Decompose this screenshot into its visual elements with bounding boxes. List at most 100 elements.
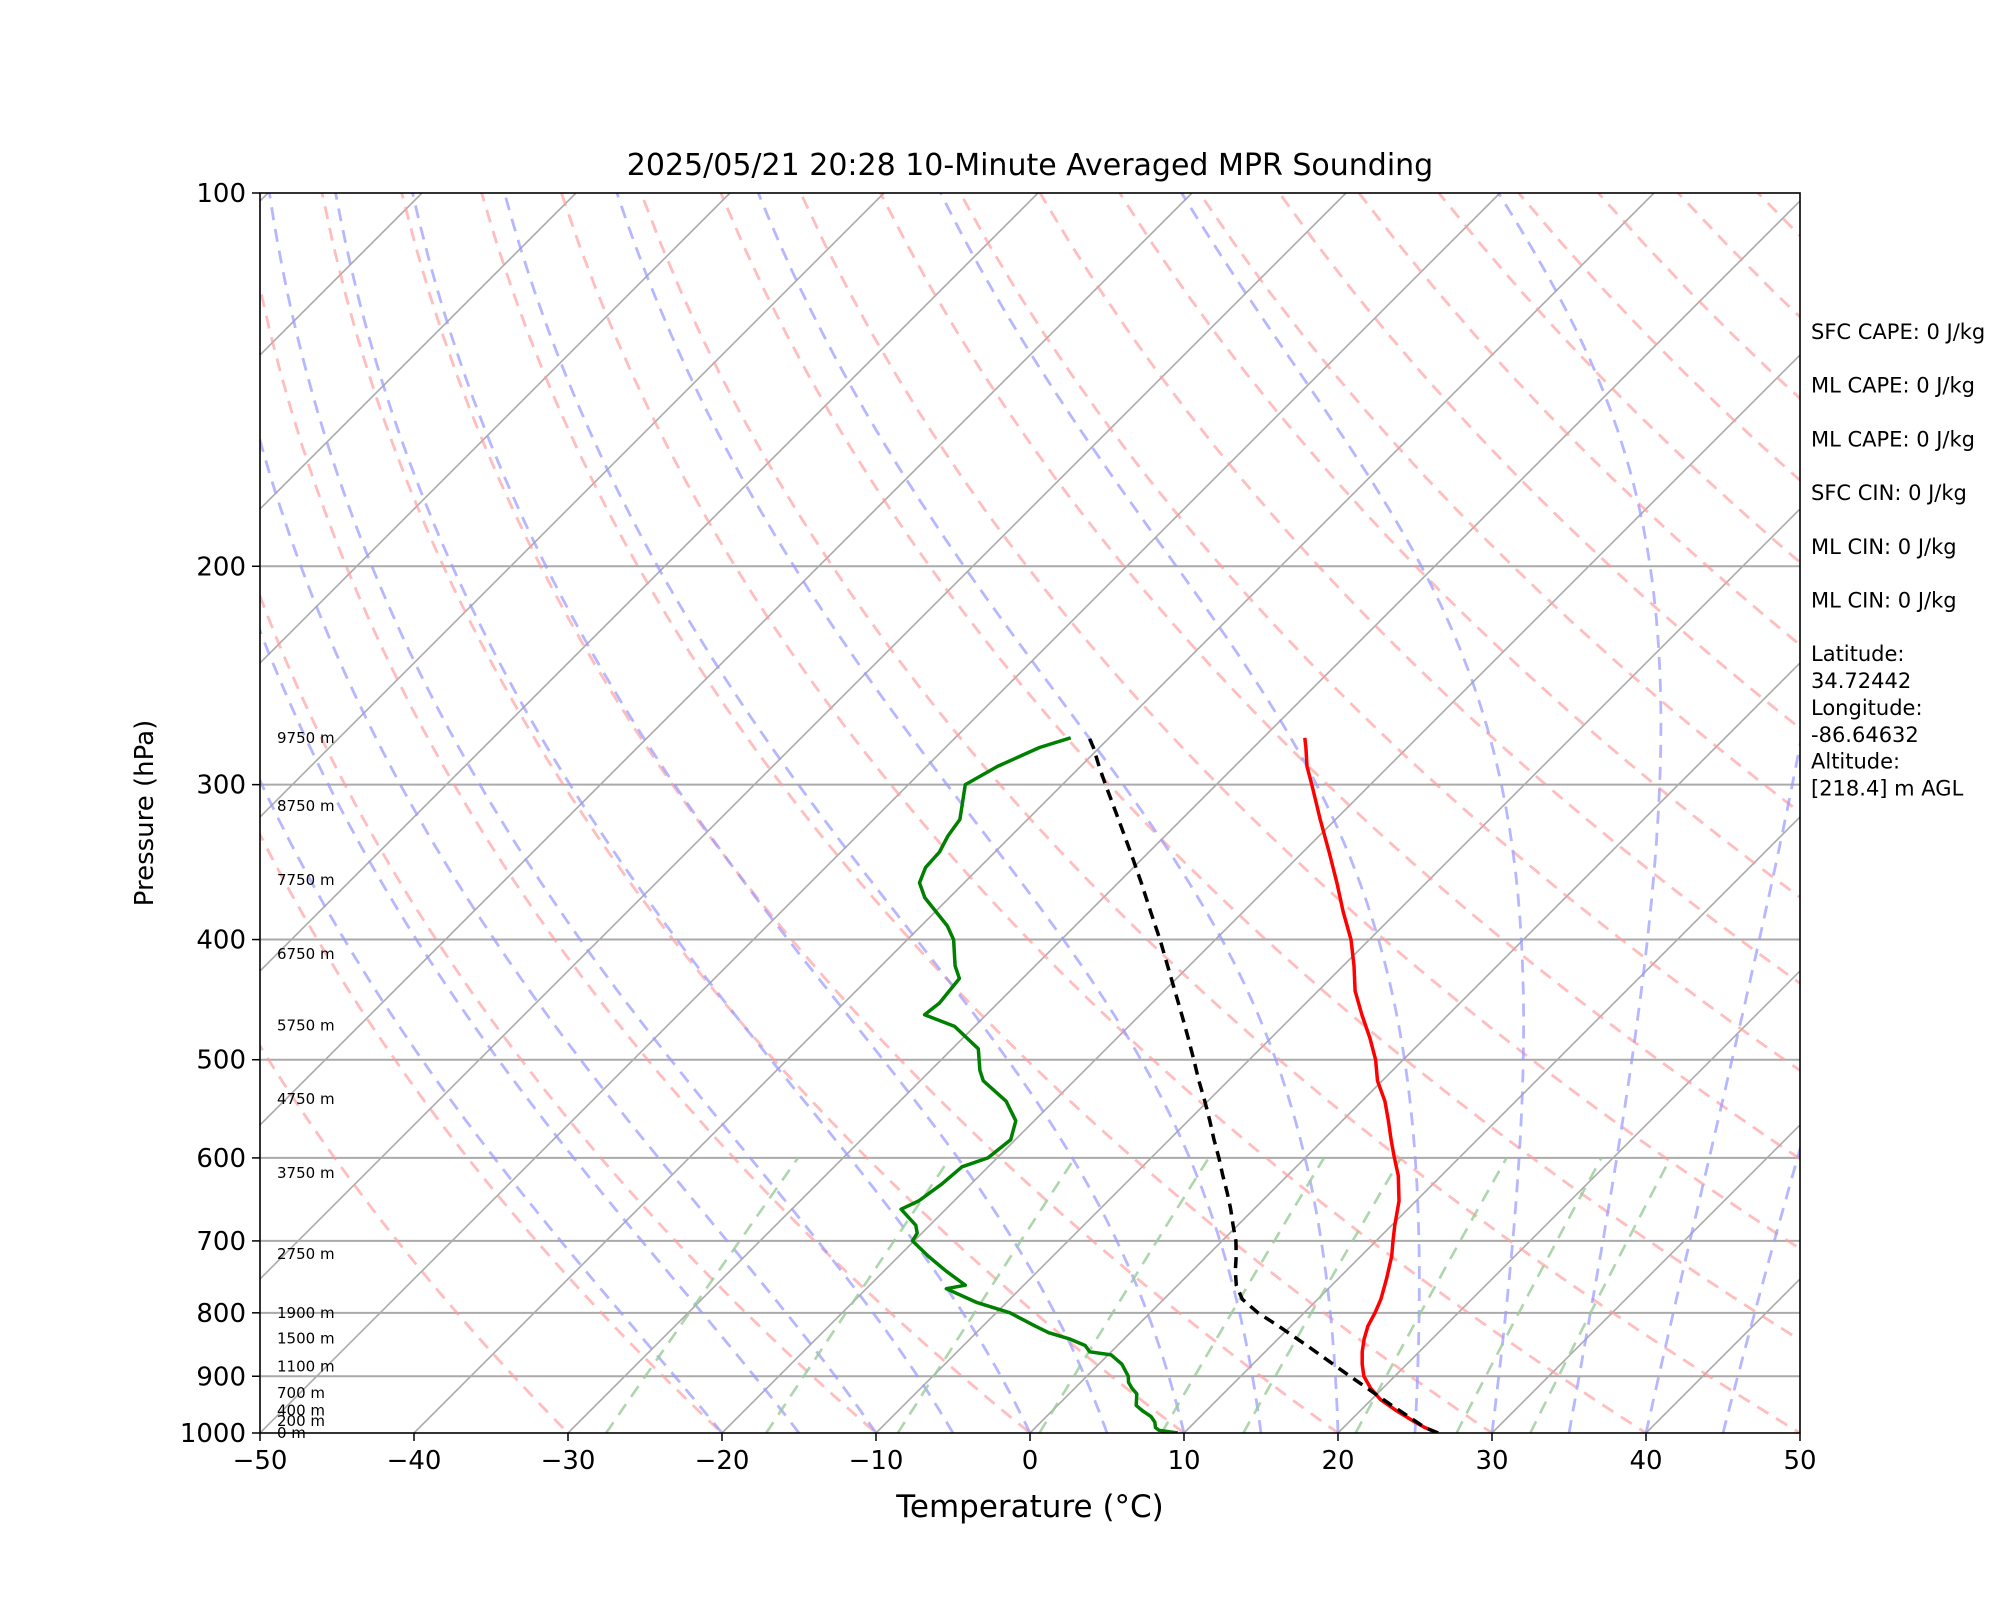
height-label: 3750 m	[277, 1164, 335, 1182]
moist-adiabat-line	[268, 193, 955, 1433]
height-label: 700 m	[277, 1384, 325, 1402]
background-lines	[0, 193, 1800, 1433]
moist-adiabat-line	[939, 193, 1421, 1433]
moist-adiabat-line	[1721, 1144, 1800, 1433]
annotation-text: ML CAPE: 0 J/kg	[1811, 427, 1975, 451]
isotherm-line	[260, 193, 1193, 1127]
y-tick-label: 1000	[180, 1419, 246, 1449]
annotation-text: ML CAPE: 0 J/kg	[1811, 374, 1975, 398]
series-layer	[899, 736, 1439, 1433]
dry-adiabat-line	[719, 193, 1800, 1342]
annotation-line: 34.72442	[1811, 669, 1911, 693]
x-axis-title: Temperature (°C)	[895, 1489, 1164, 1525]
annotation-line: SFC CIN: 0 J/kg	[1811, 481, 1967, 505]
annotation-line: ML CIN: 0 J/kg	[1811, 589, 1957, 613]
dry-adiabat-line	[1038, 193, 1800, 985]
annotation-line: [218.4] m AGL	[1811, 777, 1964, 801]
moist-adiabat-line	[260, 777, 724, 1433]
height-label: 4750 m	[277, 1090, 335, 1108]
annotation-text: ML CIN: 0 J/kg	[1811, 589, 1957, 613]
x-tick-label: 30	[1475, 1446, 1508, 1476]
annotation-line: Latitude:	[1811, 642, 1905, 666]
moist-adiabat-line	[1644, 737, 1800, 1433]
isotherm-line	[1337, 969, 1800, 1433]
dry-adiabat-line	[639, 193, 1800, 1433]
x-tick-label: −50	[233, 1446, 288, 1476]
y-tick-label: 600	[196, 1144, 246, 1174]
isotherm-line	[0, 193, 114, 1433]
x-tick-label: −20	[695, 1446, 750, 1476]
mixing-ratio-line	[604, 1157, 800, 1433]
ticks-layer: −50 −40 −30 −20 −10 0 10 20 30 40 50 100 200 300 400 50…	[180, 179, 1817, 1476]
mixing-ratio-line	[1038, 1157, 1210, 1433]
mixing-ratio-line	[765, 1157, 952, 1433]
isotherm-line	[260, 193, 1501, 1433]
annotation-text: Longitude: -86.64632	[1811, 696, 1923, 747]
dewpoint-profile-line	[899, 736, 1179, 1433]
dry-adiabat-line	[260, 831, 725, 1433]
x-tick-label: 40	[1629, 1446, 1662, 1476]
annotation-text: ML CIN: 0 J/kg	[1811, 535, 1957, 559]
y-tick-label: 400	[196, 926, 246, 956]
height-label: 200 m	[277, 1412, 325, 1430]
isotherm-line	[260, 193, 885, 819]
isotherm-line	[1029, 661, 1800, 1433]
mixing-ratio-line	[1529, 1157, 1672, 1433]
height-label: 5750 m	[277, 1016, 335, 1034]
moist-adiabat-line	[334, 193, 1032, 1433]
y-tick-label: 700	[196, 1227, 246, 1257]
mixing-ratio-line	[1455, 1157, 1603, 1433]
x-tick-label: −40	[387, 1446, 442, 1476]
plot-frame	[259, 192, 1801, 1434]
y-tick-label: 200	[196, 552, 246, 582]
labels-layer: 9750 m 8750 m 7750 m 6750 m 5750 m 4750 m 3750…	[277, 320, 1985, 1442]
chart-title: 2025/05/21 20:28 10-Minute Averaged MPR …	[627, 148, 1433, 183]
height-label: 0 m	[277, 1424, 306, 1442]
height-label: 7750 m	[277, 871, 335, 889]
y-tick-label: 800	[196, 1299, 246, 1329]
dry-adiabat-line	[260, 592, 879, 1433]
moist-adiabat-line	[1497, 193, 1663, 1433]
dry-adiabat-line	[1118, 193, 1800, 900]
x-tick-label: 50	[1783, 1446, 1816, 1476]
isotherm-line	[1183, 815, 1800, 1433]
isotherm-line	[567, 199, 1800, 1433]
x-tick-label: 20	[1321, 1446, 1354, 1476]
isotherm-line	[260, 193, 1039, 973]
isotherm-line	[1491, 1123, 1800, 1433]
mixing-ratio-line	[1242, 1157, 1403, 1433]
isotherm-line	[875, 507, 1800, 1433]
moist-adiabat-line	[260, 626, 801, 1433]
annotation-text: Latitude: 34.72442	[1811, 642, 1911, 693]
mixing-ratio-line	[896, 1157, 1076, 1433]
annotation-line: Altitude:	[1811, 750, 1900, 774]
dry-adiabat-line	[958, 193, 1800, 1073]
dry-adiabat-line	[1198, 193, 1800, 815]
dry-adiabat-line	[560, 193, 1649, 1433]
y-tick-label: 100	[196, 179, 246, 209]
x-tick-label: 0	[1022, 1446, 1039, 1476]
parcel-profile-line	[1087, 737, 1439, 1433]
moist-adiabat-line	[411, 193, 1109, 1433]
isotherm-line	[260, 193, 1347, 1281]
y-tick-label: 900	[196, 1362, 246, 1392]
moist-adiabat-line	[1180, 193, 1525, 1433]
annotation-text: Altitude: [218.4] m AGL	[1811, 750, 1964, 801]
temperature-profile-line	[1303, 737, 1439, 1433]
height-label: 1900 m	[277, 1304, 335, 1322]
moist-adiabat-line	[757, 193, 1340, 1433]
y-axis-title: Pressure (hPa)	[130, 720, 160, 907]
mixing-ratio-line	[1160, 1157, 1326, 1433]
mixing-ratio-line	[1354, 1157, 1508, 1433]
annotation-line: Longitude:	[1811, 696, 1923, 720]
x-tick-label: −10	[849, 1446, 904, 1476]
isotherm-line	[260, 193, 731, 665]
height-label: 1100 m	[277, 1358, 335, 1376]
moist-adiabat-line	[503, 193, 1186, 1433]
x-tick-label: −30	[541, 1446, 596, 1476]
dry-adiabat-line	[320, 193, 1187, 1433]
height-label: 9750 m	[277, 729, 335, 747]
dry-adiabat-line	[400, 193, 1341, 1433]
annotation-line: -86.64632	[1811, 723, 1919, 747]
